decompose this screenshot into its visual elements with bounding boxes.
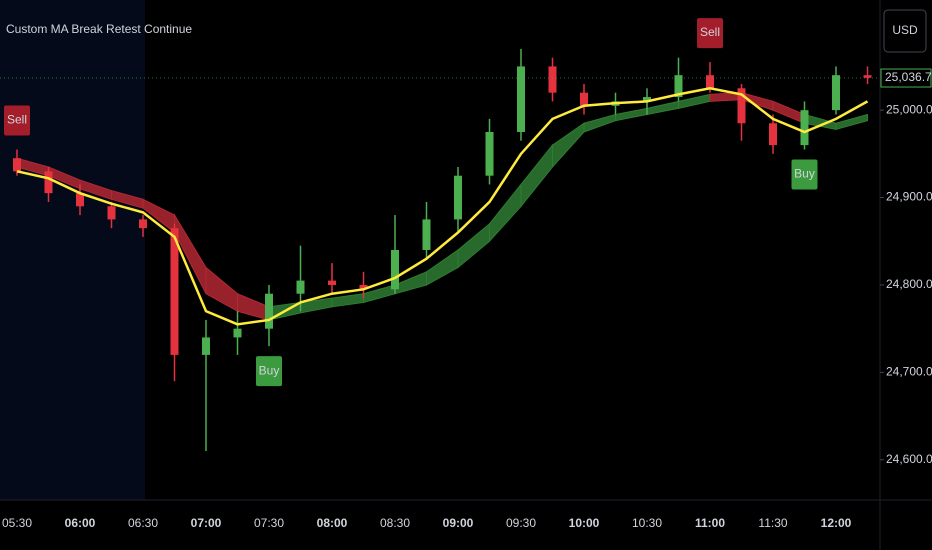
x-tick-label: 11:30: [758, 516, 787, 530]
candle-body: [170, 228, 179, 355]
candle-body: [422, 219, 431, 250]
signal-box: [697, 18, 723, 49]
last-price-box: [880, 68, 932, 88]
currency-button[interactable]: [883, 9, 927, 53]
candle-body: [580, 92, 588, 106]
x-tick-label: 10:30: [632, 516, 662, 530]
candle-body: [548, 66, 557, 93]
signal-box: [256, 356, 282, 387]
candle-body: [674, 75, 683, 98]
signal-label: Sell: [700, 25, 720, 39]
candle-body: [485, 131, 494, 176]
x-tick-label: 12:00: [821, 516, 852, 530]
candle-body: [454, 175, 462, 220]
x-tick-label: 07:00: [191, 516, 222, 530]
candle-body: [832, 75, 840, 111]
candle-body: [391, 250, 399, 290]
x-tick-label: 05:30: [2, 516, 32, 530]
candle-body: [13, 158, 21, 172]
candle-body: [233, 328, 242, 338]
candle-body: [643, 97, 651, 102]
candle-body: [517, 66, 525, 132]
candle-body: [107, 206, 116, 220]
candle-body: [328, 280, 336, 285]
candle-body: [769, 123, 777, 146]
y-tick-label: 24,900.00: [886, 190, 932, 204]
candle-body: [139, 219, 147, 229]
x-tick-label: 08:00: [317, 516, 348, 530]
candle-body: [863, 75, 872, 78]
candle-body: [800, 110, 809, 146]
y-tick-label: 24,700.00: [886, 365, 932, 379]
x-tick-label: 11:00: [695, 516, 725, 530]
last-price-label: 25,036.75: [885, 70, 932, 84]
session-shade: [0, 0, 145, 500]
candle-body: [265, 293, 273, 329]
x-tick-label: 10:00: [569, 516, 600, 530]
x-tick-label: 06:30: [128, 516, 158, 530]
x-tick-label: 08:30: [380, 516, 410, 530]
candle-body: [296, 280, 305, 294]
y-tick-label: 24,600.00: [886, 452, 932, 466]
signal-box: [4, 105, 30, 136]
indicator-title: Custom MA Break Retest Continue: [6, 22, 192, 36]
ma-band: [835, 113, 868, 131]
x-tick-label: 06:00: [65, 516, 96, 530]
y-tick-label: 24,800.00: [886, 277, 932, 291]
ma-line: [16, 87, 869, 326]
signal-label: Buy: [259, 363, 280, 377]
signal-label: Buy: [794, 167, 815, 181]
candle-body: [706, 75, 714, 89]
x-tick-label: 09:00: [443, 516, 474, 530]
candle-body: [202, 337, 210, 355]
x-tick-label: 09:30: [506, 516, 536, 530]
candle-body: [44, 171, 53, 194]
y-tick-label: 25,000.00: [886, 102, 932, 116]
signal-label: Sell: [7, 113, 27, 127]
currency[interactable]: USD: [892, 23, 918, 37]
x-tick-label: 07:30: [254, 516, 284, 530]
candle-body: [359, 284, 368, 290]
candle-body: [737, 88, 746, 124]
signal-box: [791, 159, 818, 190]
candle-body: [76, 193, 84, 207]
